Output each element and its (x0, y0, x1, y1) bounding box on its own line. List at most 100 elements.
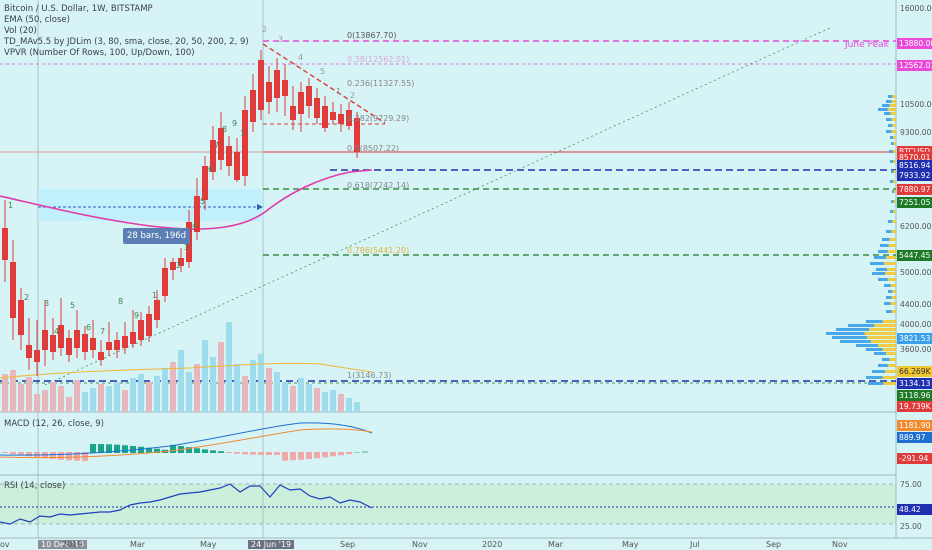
volume-bar (306, 384, 312, 412)
candle[interactable] (74, 310, 80, 358)
candle[interactable] (90, 320, 96, 358)
time-label: 24 Jun '19 (248, 540, 295, 549)
vpvr-row (891, 118, 896, 121)
candle[interactable] (202, 156, 208, 210)
candle[interactable] (146, 306, 152, 342)
candle[interactable] (18, 288, 24, 350)
candle[interactable] (154, 290, 160, 328)
candle[interactable] (330, 102, 336, 124)
vpvr-row (887, 108, 896, 111)
candle[interactable] (130, 310, 136, 348)
volume-bar (290, 386, 296, 412)
macd-bar (362, 450, 368, 453)
candle[interactable] (114, 332, 120, 358)
vpvr-row (882, 358, 890, 361)
price-label: 1181.90 (897, 420, 932, 431)
candle[interactable] (10, 240, 16, 340)
price-tick: 75.00 (900, 480, 922, 489)
volume-bar (82, 392, 88, 412)
macd-bar (146, 447, 152, 453)
td-count: 7 (214, 141, 219, 150)
td-count: 9 (232, 119, 237, 128)
td-count: 6 (208, 165, 213, 174)
price-label: 7880.97 (897, 184, 932, 195)
candle[interactable] (194, 178, 200, 240)
candle[interactable] (162, 258, 168, 302)
candle[interactable] (26, 318, 32, 370)
macd-bar (10, 452, 16, 455)
candle[interactable] (282, 64, 288, 116)
candle[interactable] (258, 50, 264, 120)
candle[interactable] (42, 300, 48, 366)
macd-bar (210, 450, 216, 453)
price-tick: 5000.00 (900, 268, 932, 277)
volume-bar (74, 380, 80, 412)
vpvr-row (886, 352, 896, 355)
candle[interactable] (178, 248, 184, 272)
vpvr-row (876, 268, 887, 271)
candle[interactable] (138, 312, 144, 346)
vpvr-row (867, 336, 896, 339)
volume-bar (330, 390, 336, 412)
candle[interactable] (50, 318, 56, 360)
candle[interactable] (106, 322, 112, 356)
candle[interactable] (58, 298, 64, 356)
vpvr-row (886, 100, 892, 103)
volume-bar (98, 384, 104, 412)
vpvr-row (891, 170, 894, 173)
candle[interactable] (82, 326, 88, 360)
candle[interactable] (234, 138, 240, 182)
candle[interactable] (250, 74, 256, 132)
candle[interactable] (346, 102, 352, 130)
vpvr-row (878, 278, 888, 281)
candle[interactable] (66, 330, 72, 362)
candle[interactable] (34, 320, 40, 376)
vpvr-row (866, 348, 883, 351)
rsi-legend[interactable]: RSI (14, close) (4, 481, 66, 491)
td-count: 9 (134, 311, 139, 320)
candle[interactable] (298, 82, 304, 132)
price-tick: 16000.00 (900, 4, 932, 13)
candle[interactable] (226, 136, 232, 176)
candle[interactable] (322, 96, 328, 132)
macd-bar (154, 448, 160, 453)
td-count: 4 (298, 53, 303, 62)
candle[interactable] (354, 112, 360, 158)
candle[interactable] (210, 126, 216, 180)
candle[interactable] (98, 340, 104, 366)
macd-bar (282, 452, 288, 461)
vpvr-row (892, 124, 896, 127)
candle[interactable] (122, 322, 128, 354)
candle[interactable] (266, 66, 272, 114)
price-label: 8516.94 (897, 160, 932, 171)
volume-bar (34, 394, 40, 412)
vpvr-row (894, 190, 896, 193)
vpvr-row (848, 324, 875, 327)
candle[interactable] (2, 200, 8, 282)
volume-bar (122, 390, 128, 412)
candle[interactable] (170, 258, 176, 280)
macd-legend[interactable]: MACD (12, 26, close, 9) (4, 419, 104, 429)
macd-bar (314, 452, 320, 459)
candle[interactable] (290, 86, 296, 130)
candle[interactable] (306, 78, 312, 118)
time-label: Mar (548, 540, 564, 549)
legend-vol[interactable]: Vol (20) (4, 26, 37, 36)
candle[interactable] (274, 58, 280, 112)
candle[interactable] (338, 104, 344, 132)
td-count: 3 (44, 299, 49, 308)
legend-td[interactable]: TD_MAv5.5 by JDLim (3, 80, sma, close, 2… (4, 37, 249, 47)
volume-bar (282, 382, 288, 412)
volume-bar (154, 376, 160, 412)
legend-vpvr[interactable]: VPVR (Number Of Rows, 100, Up/Down, 100) (4, 48, 195, 58)
candle[interactable] (242, 96, 248, 186)
candle[interactable] (218, 112, 224, 170)
candle[interactable] (314, 88, 320, 124)
td-count: 2 (24, 293, 29, 302)
macd-bar (170, 444, 176, 453)
price-label: 3118.96 (897, 390, 932, 401)
legend-ema[interactable]: EMA (50, close) (4, 15, 70, 25)
price-label: 19.739K (897, 401, 932, 412)
